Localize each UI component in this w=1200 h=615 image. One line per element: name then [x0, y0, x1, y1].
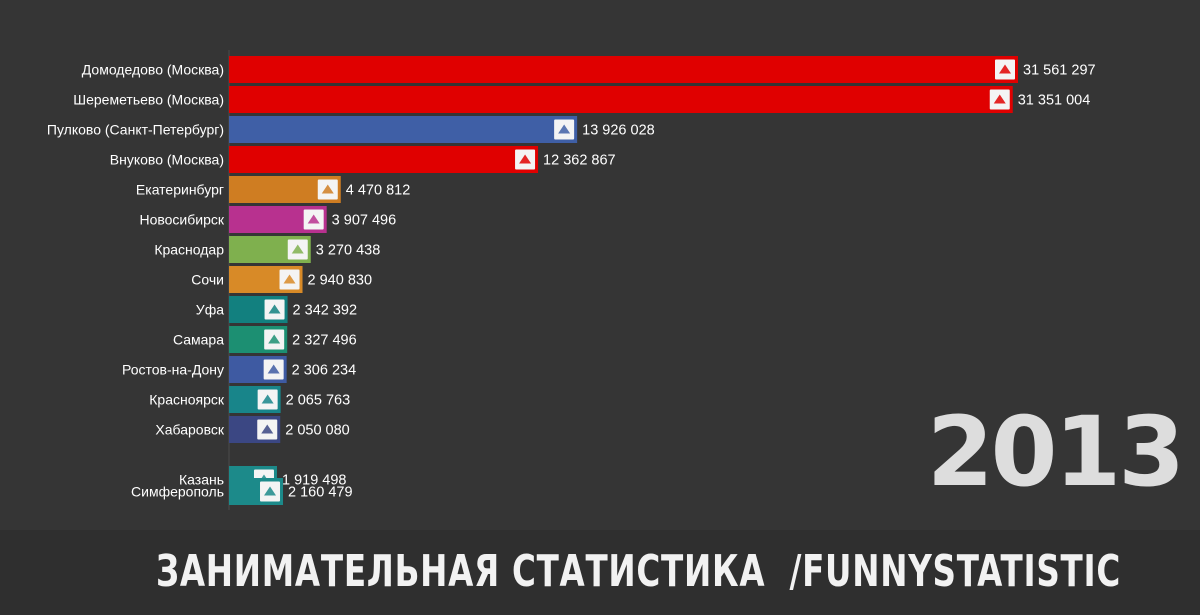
rostov-logo-icon — [263, 359, 284, 380]
value-label: 2 306 234 — [292, 363, 357, 379]
icon-mark — [999, 64, 1011, 74]
bar-group: Внуково (Москва) 12 362 867 — [110, 146, 616, 173]
category-label: Казань — [179, 472, 224, 488]
value-label: 31 351 004 — [1018, 93, 1091, 109]
icon-mark — [558, 124, 571, 134]
koltsovo-logo-icon — [317, 179, 338, 200]
bar-group: Екатеринбург 4 470 812 — [136, 176, 410, 203]
value-label: 31 561 297 — [1023, 63, 1096, 79]
category-label: Симферополь — [131, 484, 224, 500]
bar-group: Новосибирск 3 907 496 — [139, 206, 396, 233]
krasnoyarsk-logo-icon — [257, 389, 278, 410]
sheremetyevo-logo-icon — [989, 89, 1010, 110]
value-label: 4 470 812 — [346, 183, 411, 199]
category-label: Шереметьево (Москва) — [73, 92, 224, 108]
icon-mark — [261, 394, 274, 404]
bar-group: Красноярск 2 065 763 — [149, 386, 350, 413]
value-label: 2 050 080 — [285, 423, 350, 439]
value-label: 2 065 763 — [286, 393, 351, 409]
bar-group: Краснодар 3 270 438 — [154, 236, 380, 263]
bar-group: Самара 2 327 496 — [173, 326, 357, 353]
icon-mark — [261, 424, 274, 434]
krasnodar-logo-icon — [287, 239, 308, 260]
category-label: Новосибирск — [139, 212, 224, 228]
bar — [229, 56, 1018, 83]
icon-mark — [264, 486, 277, 496]
ufa-logo-icon — [264, 299, 285, 320]
category-label: Пулково (Санкт-Петербург) — [47, 122, 224, 138]
bar-group: Пулково (Санкт-Петербург) 13 926 028 — [47, 116, 655, 143]
bar — [229, 86, 1013, 113]
footer-title: ЗАНИМАТЕЛЬНАЯ СТАТИСТИКА /FUNNYSTATISTIC — [156, 546, 1121, 597]
category-label: Внуково (Москва) — [110, 152, 224, 168]
icon-mark — [283, 274, 296, 284]
value-label: 2 160 479 — [288, 485, 353, 501]
khabarovsk-logo-icon — [257, 419, 278, 440]
value-label: 3 270 438 — [316, 243, 381, 259]
value-label: 12 362 867 — [543, 153, 616, 169]
sochi-logo-icon — [279, 269, 300, 290]
vnukovo-logo-icon — [515, 149, 536, 170]
value-label: 1 919 498 — [282, 473, 347, 489]
value-label: 2 940 830 — [308, 273, 373, 289]
value-label: 3 907 496 — [332, 213, 397, 229]
value-label: 13 926 028 — [582, 123, 655, 139]
value-label: 2 327 496 — [292, 333, 357, 349]
bar-group: Домодедово (Москва) 31 561 297 — [82, 56, 1096, 83]
pulkovo-logo-icon — [554, 119, 575, 140]
icon-mark — [267, 364, 280, 374]
bar-group: Ростов-на-Дону 2 306 234 — [122, 356, 356, 383]
icon-mark — [268, 334, 281, 344]
category-label: Хабаровск — [155, 422, 224, 438]
bar-group: Уфа 2 342 392 — [196, 296, 357, 323]
category-label: Екатеринбург — [136, 182, 224, 198]
icon-mark — [268, 304, 281, 314]
category-label: Красноярск — [149, 392, 225, 408]
bar-group: Хабаровск 2 050 080 — [155, 416, 350, 443]
bar-group: Сочи 2 940 830 — [191, 266, 372, 293]
footer-banner: ЗАНИМАТЕЛЬНАЯ СТАТИСТИКА /FUNNYSTATISTIC — [0, 530, 1200, 615]
year-label: 2013 — [926, 396, 1185, 508]
category-label: Домодедово (Москва) — [82, 62, 224, 78]
simferopol-logo-icon — [260, 481, 281, 502]
category-label: Краснодар — [154, 242, 224, 258]
kurumoch-logo-icon — [264, 329, 285, 350]
value-label: 2 342 392 — [293, 303, 358, 319]
icon-mark — [307, 214, 320, 224]
bar-chart: Домодедово (Москва) 31 561 297 Шереметьево… — [47, 50, 1096, 510]
bar — [229, 116, 578, 143]
category-label: Ростов-на-Дону — [122, 362, 224, 378]
bar — [229, 146, 539, 173]
category-label: Уфа — [196, 302, 224, 318]
icon-mark — [321, 184, 334, 194]
domodedovo-logo-icon — [995, 59, 1015, 80]
icon-mark — [519, 154, 532, 164]
icon-mark — [291, 244, 304, 254]
icon-mark — [993, 94, 1006, 104]
category-label: Самара — [173, 332, 224, 348]
bar-group: Шереметьево (Москва) 31 351 004 — [73, 86, 1090, 113]
bar-group: Симферополь 2 160 479 — [131, 478, 353, 505]
tolmachevo-logo-icon — [303, 209, 324, 230]
category-label: Сочи — [191, 272, 224, 288]
